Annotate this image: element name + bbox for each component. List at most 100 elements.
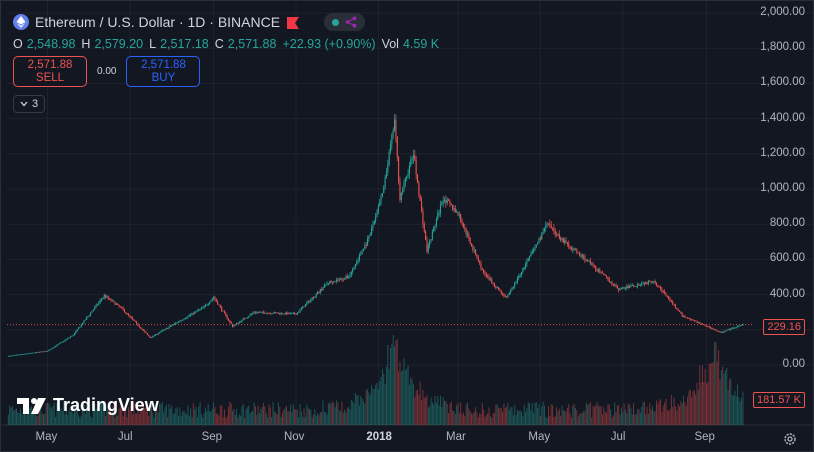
- candle-body: [670, 301, 672, 303]
- volume-bar: [516, 409, 518, 425]
- candle-body: [423, 223, 425, 232]
- volume-bar: [145, 406, 147, 425]
- volume-bar: [701, 365, 703, 425]
- symbol-header[interactable]: Ethereum / U.S. Dollar · 1D · BINANCE: [13, 13, 366, 31]
- candle-body: [326, 283, 328, 285]
- volume-bar: [643, 401, 645, 425]
- candle-body: [110, 298, 112, 301]
- high-label: H: [81, 37, 91, 51]
- volume-bar: [167, 417, 169, 425]
- candle-body: [103, 294, 105, 298]
- candle-body: [57, 344, 59, 345]
- volume-bar: [577, 416, 579, 425]
- candle-body: [215, 299, 217, 302]
- volume-bar: [341, 401, 343, 425]
- candle-body: [275, 312, 277, 314]
- volume-bar: [510, 407, 512, 425]
- volume-bar: [149, 407, 151, 425]
- gear-icon[interactable]: [783, 432, 797, 446]
- flag-icon[interactable]: [286, 16, 300, 29]
- candle-body: [142, 329, 144, 331]
- candle-body: [465, 228, 467, 235]
- volume-bar: [319, 412, 321, 425]
- candle-body: [86, 317, 88, 320]
- low-value: 2,517.18: [160, 37, 209, 51]
- volume-bar: [213, 402, 215, 425]
- candle-body: [83, 320, 85, 324]
- candle-body: [553, 227, 555, 232]
- volume-bar: [414, 396, 416, 425]
- candle-body: [96, 304, 99, 306]
- volume-bar: [334, 407, 336, 425]
- candle-body: [645, 282, 647, 285]
- candle-body: [653, 281, 655, 283]
- candle-body: [649, 280, 651, 282]
- candle-body: [514, 283, 516, 287]
- candle-body: [68, 337, 70, 339]
- volume-bar: [678, 406, 680, 425]
- volume-bar: [130, 404, 132, 425]
- volume-bar: [637, 409, 639, 425]
- volume-bar: [310, 409, 312, 425]
- candle-body: [592, 263, 594, 266]
- candle-body: [618, 288, 620, 291]
- volume-bar: [92, 402, 94, 425]
- volume-bar: [670, 394, 672, 425]
- candle-body: [394, 119, 396, 131]
- candle-body: [327, 283, 329, 284]
- candle-body: [49, 349, 51, 351]
- candle-body: [626, 286, 628, 288]
- volume-bar: [381, 368, 383, 425]
- sell-button[interactable]: 2,571.88 SELL: [13, 56, 87, 87]
- indicators-count: 3: [31, 98, 39, 110]
- volume-bar: [90, 416, 92, 425]
- candle-body: [672, 301, 674, 305]
- volume-bar: [691, 397, 693, 425]
- candle-body: [36, 352, 38, 354]
- candle-body: [265, 313, 267, 315]
- candle-body: [716, 330, 718, 332]
- candle-body: [637, 284, 639, 287]
- volume-bar: [653, 410, 655, 425]
- candle-body: [231, 324, 234, 327]
- volume-bar: [547, 406, 549, 425]
- volume-bar: [738, 397, 740, 425]
- volume-bar: [161, 402, 163, 425]
- volume-bar: [380, 376, 382, 425]
- volume-bar: [656, 400, 658, 425]
- volume-bar: [136, 413, 138, 425]
- volume-bar: [429, 406, 431, 425]
- volume-bar: [477, 417, 479, 425]
- volume-bar: [172, 413, 174, 425]
- volume-bar: [649, 403, 651, 425]
- candle-body: [628, 286, 631, 289]
- volume-bar: [259, 412, 261, 425]
- volume-bar: [237, 417, 239, 425]
- candle-body: [222, 310, 224, 312]
- candle-body: [538, 237, 540, 244]
- candle-body: [546, 223, 548, 226]
- volume-bar: [176, 407, 178, 425]
- volume-bar: [741, 397, 743, 425]
- volume-bar: [685, 406, 687, 425]
- volume-bar: [75, 406, 77, 425]
- volume-bar: [244, 417, 246, 425]
- buy-button[interactable]: 2,571.88 BUY: [126, 56, 201, 87]
- price-tick-label: 0.00: [782, 358, 805, 370]
- volume-bar: [502, 411, 504, 425]
- status-pill[interactable]: [324, 13, 366, 31]
- candle-body: [300, 308, 302, 310]
- volume-bar: [394, 346, 396, 425]
- volume-bar: [67, 414, 69, 425]
- candle-body: [689, 318, 691, 320]
- candle-body: [488, 276, 490, 280]
- candle-body: [344, 278, 346, 280]
- volume-bar: [742, 391, 744, 425]
- candle-body: [448, 199, 450, 201]
- volume-bar: [346, 407, 348, 425]
- volume-bar: [668, 411, 670, 425]
- volume-bar: [315, 415, 317, 425]
- volume-bar: [399, 361, 401, 425]
- indicators-toggle[interactable]: 3: [13, 95, 45, 113]
- volume-bar: [169, 408, 171, 425]
